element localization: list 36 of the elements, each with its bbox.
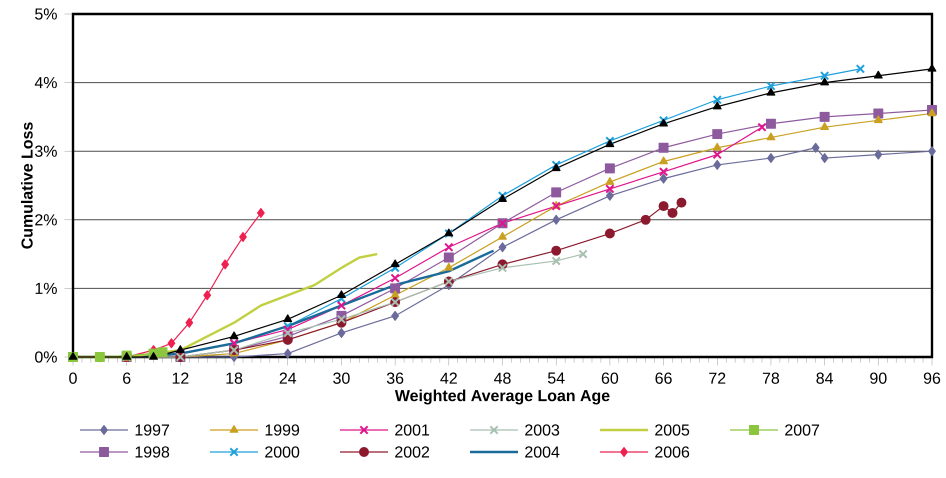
x-tick-label: 90 bbox=[870, 372, 887, 384]
legend-label: 2000 bbox=[265, 446, 300, 458]
legend-label: 2001 bbox=[395, 424, 430, 436]
legend-label: 2005 bbox=[655, 424, 690, 436]
y-axis-title: Cumulative Loss bbox=[20, 122, 33, 249]
legend-label: 2006 bbox=[655, 446, 690, 458]
y-tick-label: 0% bbox=[35, 351, 57, 363]
y-tick-label: 2% bbox=[35, 214, 57, 226]
y-tick-label: 3% bbox=[35, 146, 57, 157]
x-tick-label: 78 bbox=[762, 372, 780, 384]
x-tick-label: 42 bbox=[440, 372, 457, 384]
x-tick-label: 66 bbox=[656, 372, 672, 384]
legend-label: 2004 bbox=[525, 446, 560, 458]
x-tick-label: 0 bbox=[69, 372, 77, 384]
y-tick-label: 4% bbox=[34, 77, 57, 88]
x-tick-label: 84 bbox=[816, 372, 834, 384]
x-tick-label: 6 bbox=[123, 372, 130, 384]
legend-label: 2007 bbox=[785, 424, 820, 436]
x-tick-label: 30 bbox=[333, 372, 350, 384]
y-tick-label: 1% bbox=[36, 282, 57, 294]
x-tick-label: 18 bbox=[226, 372, 242, 384]
legend-label: 1998 bbox=[136, 446, 170, 458]
x-axis-title: Weighted Average Loan Age bbox=[394, 390, 610, 404]
x-tick-label: 12 bbox=[172, 372, 188, 384]
x-tick-label: 36 bbox=[386, 372, 404, 384]
legend-label: 1999 bbox=[266, 424, 300, 436]
x-tick-label: 24 bbox=[280, 372, 296, 384]
x-tick-label: 54 bbox=[548, 372, 565, 384]
x-tick-label: 72 bbox=[709, 372, 726, 384]
x-tick-label: 60 bbox=[602, 372, 618, 384]
y-tick-label: 5% bbox=[35, 8, 57, 20]
legend-label: 1997 bbox=[136, 424, 170, 436]
x-tick-label: 48 bbox=[494, 372, 511, 384]
legend-label: 2002 bbox=[395, 446, 430, 458]
x-tick-label: 96 bbox=[924, 372, 940, 384]
legend-label: 2003 bbox=[525, 424, 560, 436]
